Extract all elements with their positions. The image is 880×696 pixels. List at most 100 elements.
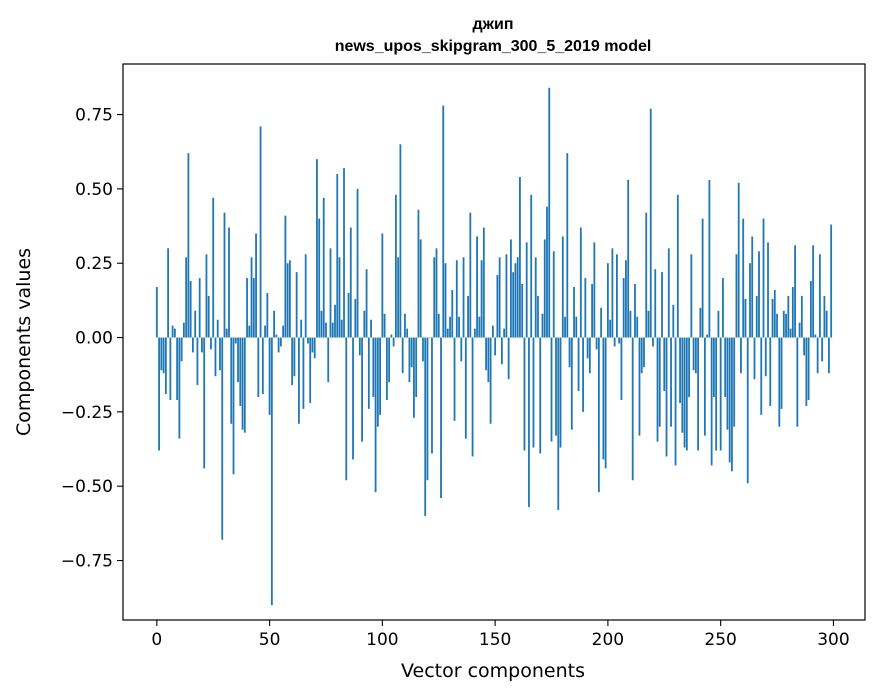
bar xyxy=(616,254,618,338)
bar xyxy=(749,263,751,338)
bar xyxy=(640,337,643,374)
bar xyxy=(331,322,334,338)
bar xyxy=(812,245,815,338)
bar xyxy=(205,254,208,338)
bar xyxy=(692,337,695,371)
bar xyxy=(230,337,233,424)
bar xyxy=(336,174,339,338)
bar xyxy=(255,233,257,338)
bar xyxy=(634,284,636,338)
bar xyxy=(694,337,697,374)
bar xyxy=(180,337,183,362)
bar xyxy=(708,179,711,338)
bar xyxy=(307,337,309,344)
bar xyxy=(771,298,774,338)
bar xyxy=(760,337,763,415)
bar xyxy=(782,310,785,338)
bar xyxy=(622,278,625,338)
bar xyxy=(816,337,819,374)
bar xyxy=(248,325,251,338)
bar xyxy=(178,337,181,439)
bar xyxy=(187,153,190,338)
bar xyxy=(751,236,754,338)
bar xyxy=(422,337,424,362)
bar xyxy=(595,337,598,350)
bar xyxy=(550,337,553,442)
y-tick-label: 0.75 xyxy=(75,106,113,126)
bar xyxy=(394,194,397,338)
bar xyxy=(194,310,197,338)
bar xyxy=(814,334,817,338)
bar xyxy=(758,251,760,338)
bar xyxy=(388,337,391,383)
bar xyxy=(525,242,528,338)
bar xyxy=(196,337,199,386)
bar xyxy=(444,263,447,338)
bar xyxy=(433,257,436,338)
bar xyxy=(555,337,557,436)
bar xyxy=(620,337,623,400)
bar xyxy=(561,236,564,338)
bar xyxy=(279,337,282,347)
bar xyxy=(442,105,445,338)
bar xyxy=(385,337,388,400)
bar xyxy=(239,337,242,406)
bar xyxy=(169,337,172,400)
bar xyxy=(791,286,794,338)
bar xyxy=(830,224,833,338)
bar xyxy=(480,260,483,338)
x-axis-ticks: 0 50 100 150 200 250 300 xyxy=(151,620,850,650)
bar xyxy=(356,188,359,338)
bar xyxy=(322,197,325,338)
plot-frame xyxy=(122,63,866,621)
bar xyxy=(464,337,467,439)
bar xyxy=(809,281,812,338)
bar xyxy=(228,227,230,338)
bar xyxy=(221,337,224,540)
bar xyxy=(458,316,460,338)
bar xyxy=(381,233,384,338)
bar xyxy=(354,298,357,338)
bar xyxy=(207,295,210,338)
bar xyxy=(534,257,537,338)
bar xyxy=(516,257,519,338)
bar xyxy=(532,337,535,448)
bar xyxy=(800,295,803,338)
bar xyxy=(261,337,264,395)
bar xyxy=(778,337,781,427)
bar xyxy=(216,319,219,338)
y-axis-ticks: −0.75 −0.50 −0.25 0.00 0.25 0.50 0.75 xyxy=(61,106,123,572)
bar xyxy=(171,325,174,338)
bar xyxy=(613,337,616,347)
bar-series xyxy=(155,87,833,606)
bar xyxy=(410,337,413,368)
bar xyxy=(300,319,303,338)
bar xyxy=(681,337,684,433)
y-tick-label: −0.50 xyxy=(61,477,113,497)
bar xyxy=(703,337,706,436)
bar xyxy=(753,337,756,380)
bar xyxy=(417,209,420,338)
bar xyxy=(383,313,386,338)
bar xyxy=(408,337,411,383)
bar xyxy=(293,337,296,377)
bar xyxy=(212,197,215,338)
bar xyxy=(649,108,652,338)
bar xyxy=(588,337,591,374)
bar xyxy=(794,245,796,338)
chart-title: джип xyxy=(473,16,514,33)
bar xyxy=(426,337,429,481)
bar xyxy=(401,337,404,374)
bar xyxy=(638,337,641,436)
bar xyxy=(286,263,289,338)
bar xyxy=(582,337,584,412)
bar xyxy=(232,337,235,475)
bar xyxy=(570,337,573,430)
bar xyxy=(176,337,179,400)
bar xyxy=(724,337,727,398)
x-tick-label: 300 xyxy=(817,630,849,650)
bar xyxy=(246,278,248,338)
bar xyxy=(243,337,246,433)
bar xyxy=(237,337,239,383)
